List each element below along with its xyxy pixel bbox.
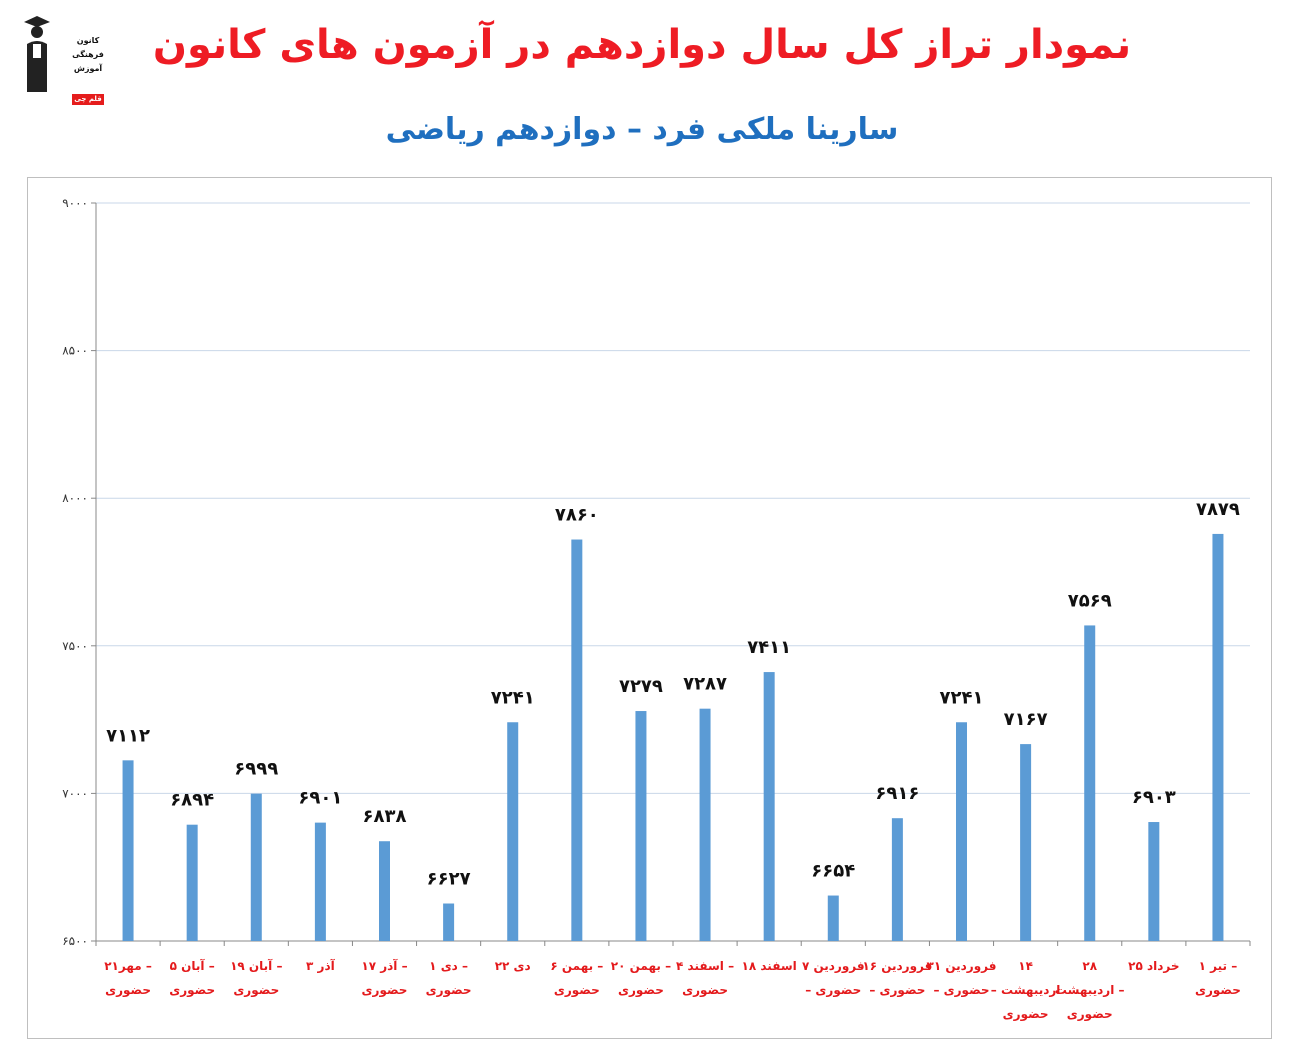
y-tick-label: ۸۰۰۰ <box>62 491 88 505</box>
axis-layer: ۶۵۰۰ ۷۰۰۰ ۷۵۰۰ ۸۰۰۰ ۸۵۰۰ ۹۰۰۰ <box>62 196 1251 948</box>
data-label: ۷۲۷۹ <box>619 676 663 697</box>
bar <box>507 722 519 941</box>
category-label: ۲۱مهر – حضوری <box>104 959 152 998</box>
grid-layer <box>96 202 1250 794</box>
data-label: ۷۸۶۰ <box>555 505 599 526</box>
category-label: ۱۷ آذر – حضوری <box>361 958 407 998</box>
category-label: ۱ تیر – حضوری <box>1195 959 1241 998</box>
bar <box>571 539 583 941</box>
chart-frame <box>27 177 1272 1039</box>
data-label: ۶۹۰۱ <box>298 788 342 809</box>
category-label: ۵ آبان – حضوری <box>169 958 215 998</box>
data-label: ۷۲۴۱ <box>491 687 535 708</box>
bar <box>250 793 262 941</box>
category-label: ۱۸ اسفند <box>742 959 797 973</box>
bar <box>763 672 775 941</box>
bar <box>1020 744 1032 941</box>
data-label: ۶۸۳۸ <box>363 806 407 827</box>
bar <box>1148 822 1160 941</box>
bars-layer <box>122 533 1224 941</box>
data-label: ۷۴۱۱ <box>747 637 791 658</box>
category-labels-layer: ۲۱مهر – حضوری ۵ آبان – حضوری ۱۹ آبان – حضوری ۳… <box>104 958 1241 1022</box>
bar <box>1212 533 1224 941</box>
category-label: ۲۲ دی <box>495 959 531 973</box>
y-tick-label: ۷۰۰۰ <box>62 786 88 800</box>
logo-badge: قلم چی <box>72 94 104 105</box>
data-label: ۷۸۷۹ <box>1196 499 1240 520</box>
logo-line-2: فرهنگی <box>72 50 104 59</box>
bar <box>1084 625 1096 941</box>
bar <box>635 711 647 941</box>
bar <box>314 822 326 941</box>
category-label: ۱۶ فروردین – حضوری <box>862 959 932 998</box>
data-label: ۷۲۸۷ <box>683 674 727 695</box>
bar <box>186 824 198 941</box>
y-tick-label: ۹۰۰۰ <box>62 196 88 210</box>
category-label: ۱۹ آبان – حضوری <box>230 958 282 998</box>
category-label: ۱ دی – حضوری <box>426 959 472 998</box>
data-label: ۶۶۲۷ <box>427 869 471 890</box>
data-label: ۷۲۴۱ <box>940 687 984 708</box>
y-tick-label: ۷۵۰۰ <box>62 639 88 653</box>
data-label: ۷۵۶۹ <box>1068 590 1112 611</box>
category-label: ۳ آذر <box>306 958 336 973</box>
kanoon-logo: کانون فرهنگی آموزش قلم چی <box>22 14 104 105</box>
bar <box>122 760 134 941</box>
data-label: ۶۸۹۴ <box>170 790 214 811</box>
data-label: ۶۹۹۹ <box>234 759 278 780</box>
y-tick-label: ۸۵۰۰ <box>62 344 88 358</box>
category-label: ۲۵ خرداد <box>1128 959 1179 973</box>
bar <box>443 903 455 941</box>
data-label: ۶۶۵۴ <box>811 861 855 882</box>
data-label: ۷۱۶۷ <box>1004 709 1048 730</box>
category-label: ۳۱ فروردین – حضوری <box>927 959 997 998</box>
graduate-figure-icon <box>24 16 50 92</box>
page-title: نمودار تراز کل سال دوازدهم در آزمون های … <box>152 22 1132 68</box>
category-label: ۲۰ بهمن – حضوری <box>611 959 671 998</box>
page-subtitle: سارینا ملکی فرد – دوازدهم ریاضی <box>385 112 899 147</box>
bar <box>699 708 711 941</box>
labels-layer: ۷۱۱۲ ۶۸۹۴ ۶۹۹۹ ۶۹۰۱ ۶۸۳۸ ۶۶۲۷ ۷۲۴۱ ۷۸۶۰ ۷۲۷۹ ۷۲۸۷… <box>106 499 1240 890</box>
data-label: ۶۹۱۶ <box>875 783 919 804</box>
data-label: ۷۱۱۲ <box>106 725 150 746</box>
bar <box>956 722 967 941</box>
bar <box>891 818 903 941</box>
category-label: ۶ بهمن – حضوری <box>550 959 603 998</box>
category-label: ۱۴– اردیبهشت حضوری <box>991 959 1061 1022</box>
bar <box>827 895 839 941</box>
category-label: ۴ اسفند – حضوری <box>676 959 734 998</box>
category-label: ۷ فروردین – حضوری <box>802 959 865 998</box>
category-label: ۲۸ اردیبهشت – حضوری <box>1055 959 1125 1022</box>
logo-line-3: آموزش <box>73 64 103 73</box>
data-label: ۶۹۰۳ <box>1132 787 1176 808</box>
logo-line-1: کانون <box>76 36 100 45</box>
bar <box>379 841 390 941</box>
y-tick-label: ۶۵۰۰ <box>62 934 88 948</box>
